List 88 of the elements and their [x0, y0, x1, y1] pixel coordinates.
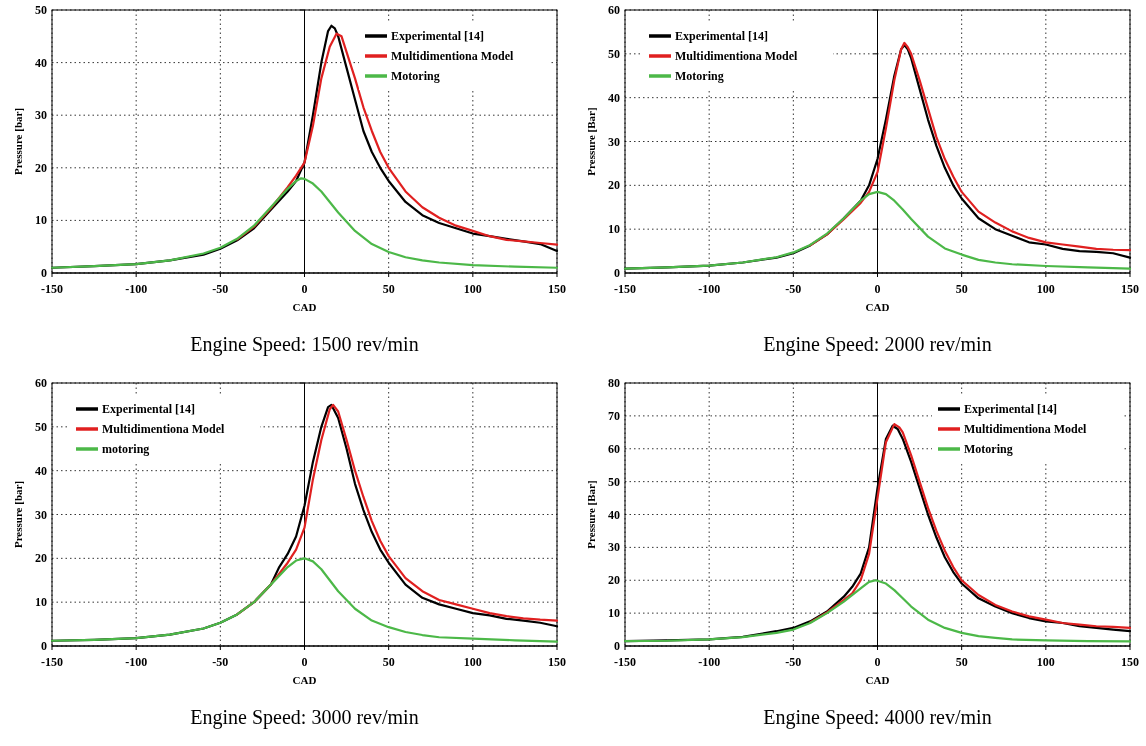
- line-series: [809, 41, 1132, 252]
- y-tick-label: 50: [35, 3, 47, 17]
- legend-label: motoring: [102, 442, 150, 456]
- y-tick-label: 30: [608, 134, 620, 149]
- x-tick-label: -150: [41, 282, 63, 296]
- y-tick-label: 0: [614, 639, 620, 653]
- y-tick-label: 20: [35, 551, 47, 566]
- x-tick-label: -50: [212, 655, 229, 669]
- x-tick-label: 100: [1036, 282, 1055, 296]
- line-series: [50, 557, 559, 643]
- y-axis-title: Pressure [Bar]: [585, 107, 597, 176]
- x-tick-label: -50: [785, 655, 802, 669]
- x-tick-label: 0: [301, 655, 308, 669]
- x-tick-label: 150: [1121, 282, 1139, 296]
- y-tick-label: 80: [608, 376, 620, 390]
- x-tick-label: 100: [1036, 655, 1055, 669]
- x-axis-title: CAD: [292, 674, 317, 686]
- y-tick-label: 50: [608, 474, 620, 489]
- y-tick-label: 50: [35, 419, 47, 434]
- x-tick-label: 100: [463, 282, 482, 296]
- x-tick-label: 50: [382, 655, 395, 669]
- line-series: [809, 422, 1132, 630]
- x-tick-label: 150: [548, 655, 566, 669]
- y-tick-label: 0: [41, 266, 47, 280]
- x-tick-label: 150: [548, 282, 566, 296]
- x-tick-label: -150: [614, 282, 636, 296]
- x-tick-label: -100: [698, 282, 721, 296]
- x-tick-label: 50: [382, 282, 395, 296]
- x-tick-label: -150: [41, 655, 63, 669]
- x-axis-title: CAD: [292, 301, 317, 313]
- legend-label: Motoring: [964, 442, 1013, 456]
- x-tick-label: 50: [955, 282, 968, 296]
- x-tick-label: 0: [874, 282, 881, 296]
- x-tick-label: -100: [125, 282, 148, 296]
- text: Engine Speed: 4000 rev/min: [763, 706, 992, 729]
- y-tick-label: 50: [608, 46, 620, 61]
- y-tick-label: 10: [608, 606, 620, 621]
- y-tick-label: 10: [608, 222, 620, 237]
- y-tick-label: 0: [614, 266, 620, 280]
- y-tick-label: 70: [608, 408, 620, 423]
- y-tick-label: 40: [608, 507, 620, 522]
- x-tick-label: -100: [698, 655, 721, 669]
- y-tick-label: 10: [35, 595, 47, 610]
- legend-label: Motoring: [391, 69, 440, 83]
- y-tick-label: 30: [35, 108, 47, 123]
- y-tick-label: 0: [41, 639, 47, 653]
- legend-label: Multidimentiona Model: [964, 422, 1087, 436]
- x-tick-label: -50: [785, 282, 802, 296]
- x-tick-label: 0: [301, 282, 308, 296]
- legend-label: Multidimentiona Model: [102, 422, 225, 436]
- x-tick-label: 150: [1121, 655, 1139, 669]
- x-axis-title: CAD: [865, 301, 890, 313]
- line-series: [236, 32, 559, 246]
- x-tick-label: -100: [125, 655, 148, 669]
- y-tick-label: 30: [35, 507, 47, 522]
- x-tick-label: -150: [614, 655, 636, 669]
- y-tick-label: 30: [608, 540, 620, 555]
- y-axis-title: Pressure [bar]: [12, 107, 24, 176]
- y-axis-title: Pressure [Bar]: [585, 480, 597, 549]
- x-tick-label: 50: [955, 655, 968, 669]
- x-axis-title: CAD: [865, 674, 890, 686]
- y-tick-label: 20: [35, 160, 47, 175]
- line-series: [623, 190, 1132, 270]
- text: Engine Speed: 2000 rev/min: [763, 333, 992, 356]
- y-axis-title: Pressure [bar]: [12, 480, 24, 549]
- x-tick-label: 0: [874, 655, 881, 669]
- line-series: [50, 177, 559, 269]
- line-series: [623, 579, 1132, 643]
- y-tick-label: 60: [608, 3, 620, 17]
- y-tick-label: 40: [35, 55, 47, 70]
- legend-label: Multidimentiona Model: [675, 49, 798, 63]
- text: Engine Speed: 3000 rev/min: [190, 706, 419, 729]
- legend-label: Motoring: [675, 69, 724, 83]
- legend-label: Experimental [14]: [675, 29, 768, 43]
- y-tick-label: 60: [35, 376, 47, 390]
- legend-label: Multidimentiona Model: [391, 49, 514, 63]
- y-tick-label: 40: [608, 90, 620, 105]
- y-tick-label: 10: [35, 213, 47, 228]
- legend-label: Experimental [14]: [102, 402, 195, 416]
- text: Engine Speed: 1500 rev/min: [190, 333, 419, 356]
- x-tick-label: 100: [463, 655, 482, 669]
- y-tick-label: 20: [608, 178, 620, 193]
- x-tick-label: -50: [212, 282, 229, 296]
- legend-label: Experimental [14]: [391, 29, 484, 43]
- y-tick-label: 20: [608, 573, 620, 588]
- legend-label: Experimental [14]: [964, 402, 1057, 416]
- y-tick-label: 60: [608, 441, 620, 456]
- y-tick-label: 40: [35, 463, 47, 478]
